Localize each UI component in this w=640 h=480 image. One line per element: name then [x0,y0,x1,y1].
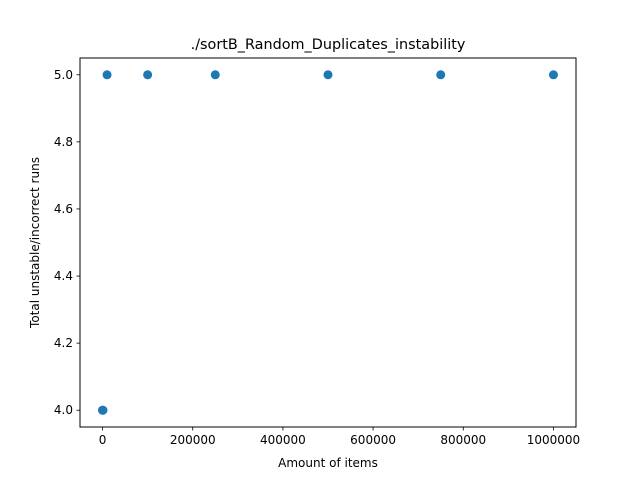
data-point [98,405,108,415]
data-point [323,70,333,80]
y-tick-label: 4.6 [54,202,73,216]
y-tick-label: 4.8 [54,135,73,149]
data-point [102,70,112,80]
data-points [98,70,558,415]
y-axis-ticks: 4.0 4.2 4.4 4.6 4.8 5.0 [54,68,80,417]
data-point [548,70,558,80]
y-tick-label: 5.0 [54,68,73,82]
y-axis-label: Total unstable/incorrect runs [28,157,42,329]
y-tick-label: 4.4 [54,269,73,283]
x-tick-label: 400000 [260,433,306,447]
y-tick-label: 4.0 [54,403,73,417]
chart-title: ./sortB_Random_Duplicates_instability [191,37,466,53]
x-tick-label: 800000 [440,433,486,447]
plot-frame [79,57,577,428]
y-tick-label: 4.2 [54,336,73,350]
data-point [143,70,153,80]
x-tick-label: 200000 [170,433,216,447]
data-point [436,70,446,80]
plot-area [80,58,576,427]
x-axis-label: Amount of items [278,456,378,470]
x-axis-ticks: 0 200000 400000 600000 800000 1000000 [99,427,580,447]
data-point [210,70,220,80]
x-tick-label: 0 [99,433,107,447]
x-tick-label: 1000000 [527,433,580,447]
x-tick-label: 600000 [350,433,396,447]
